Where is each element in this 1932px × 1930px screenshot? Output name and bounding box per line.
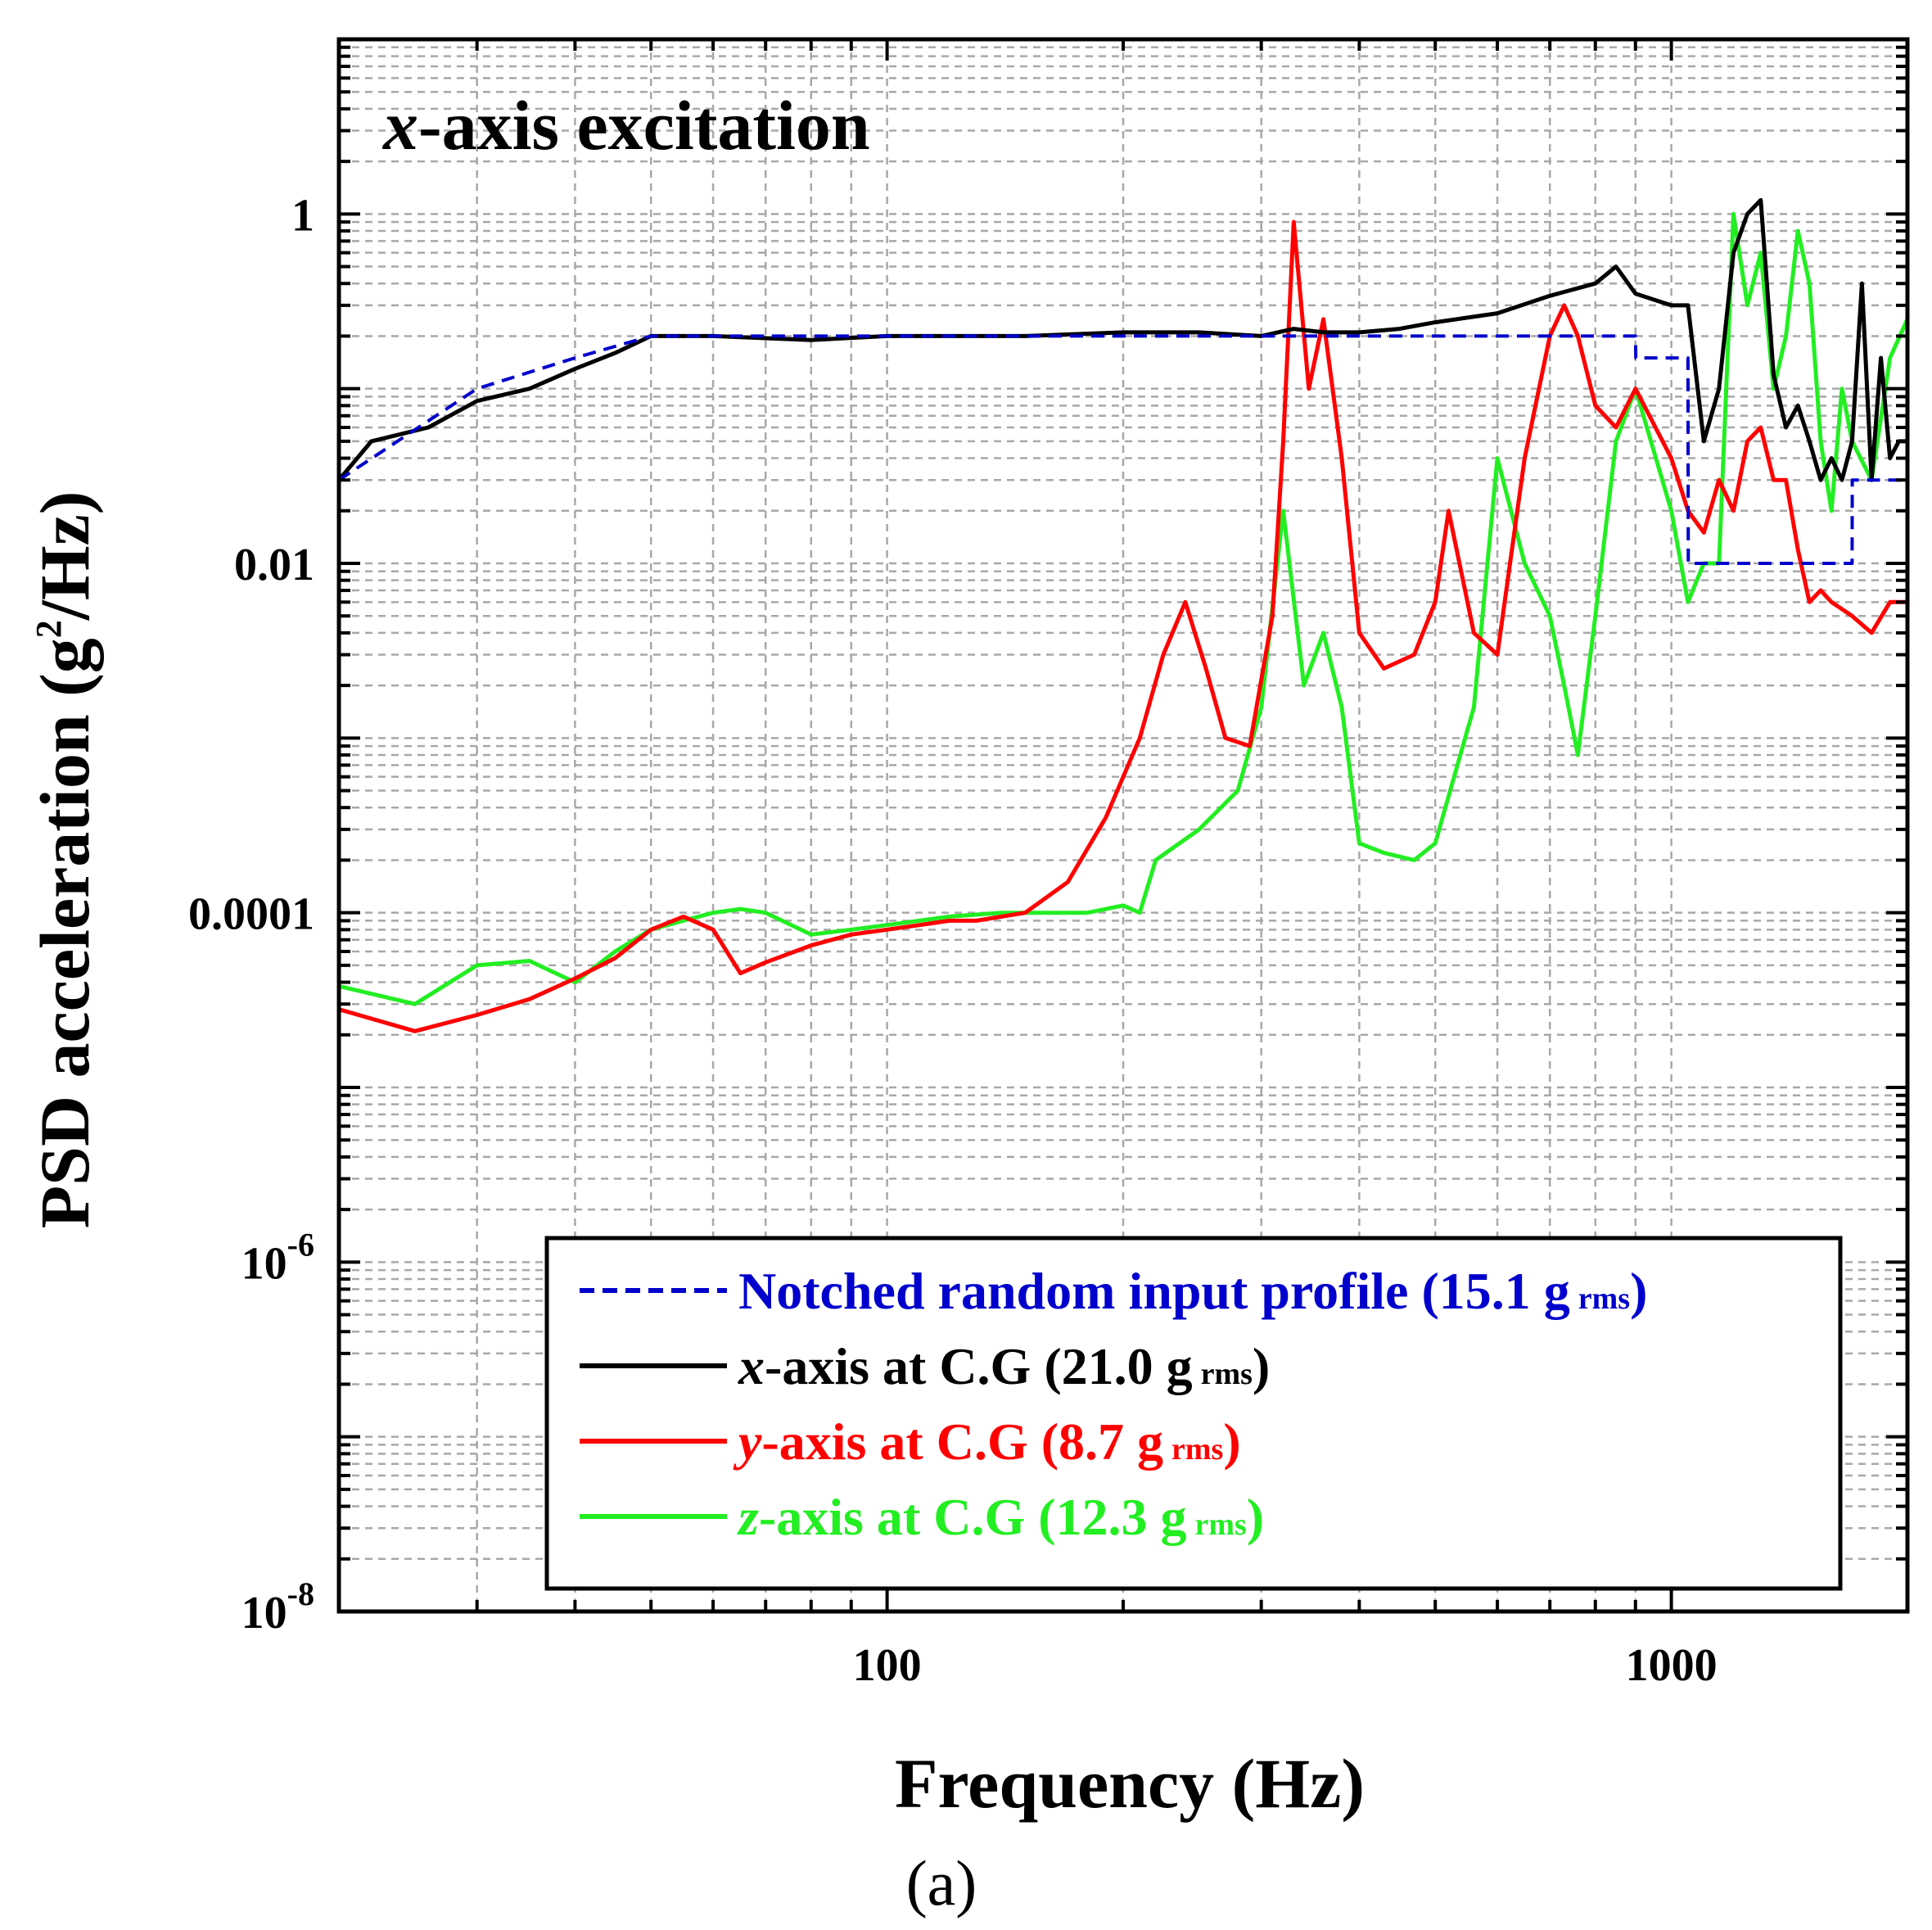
legend-label-italic: x [738, 1337, 765, 1395]
legend-label-suffix: ) [1247, 1488, 1264, 1546]
series-line-input [337, 334, 1907, 565]
legend-label-sub: rms [1195, 1507, 1247, 1542]
y-tick-exponent: -8 [287, 1575, 314, 1612]
legend-box [544, 1236, 1843, 1591]
excitation-annotation: x-axis excitation [381, 86, 870, 165]
y-tick-label: 10-6 [242, 1226, 314, 1289]
y-axis-label-before: PSD acceleration (g [25, 638, 104, 1228]
y-tick-label: 0.01 [234, 540, 314, 590]
x-tick-label: 1000 [1626, 1640, 1718, 1691]
legend-label-text: -axis at C.G (12.3 g [759, 1488, 1187, 1546]
x-axis-label: Frequency (Hz) [895, 1744, 1365, 1823]
series-layer [337, 197, 1910, 1033]
y-tick-label: 10-8 [242, 1575, 314, 1638]
legend-label-sub: rms [1171, 1432, 1223, 1467]
legend-label-italic: z [737, 1488, 759, 1546]
x-tick-label: 100 [853, 1640, 922, 1691]
legend-label-input: Notched random input profile (15.1 g rms) [738, 1262, 1647, 1320]
legend-label-x: x-axis at C.G (21.0 g rms) [738, 1337, 1270, 1395]
y-tick-exponent: -6 [287, 1226, 314, 1263]
legend-label-z: z-axis at C.G (12.3 g rms) [737, 1488, 1264, 1546]
y-axis-label: PSD acceleration (g2/Hz) [25, 491, 104, 1229]
legend-label-text: Notched random input profile (15.1 g [738, 1262, 1570, 1320]
legend-label-sub: rms [1201, 1357, 1253, 1391]
series-line-y [338, 219, 1907, 1033]
legend-label-suffix: ) [1223, 1412, 1240, 1471]
legend-label-sub: rms [1578, 1281, 1630, 1316]
legend-label-text: -axis at C.G (21.0 g [765, 1337, 1193, 1395]
y-axis-label-sup: 2 [29, 620, 69, 638]
y-tick-label: 0.0001 [188, 889, 314, 940]
series-line-x [337, 197, 1907, 482]
legend-label-suffix: ) [1630, 1262, 1647, 1320]
y-axis-label-after: /Hz) [25, 491, 104, 621]
y-tick-base: 10 [242, 1238, 287, 1289]
legend-label-y: y-axis at C.G (8.7 g rms) [733, 1412, 1241, 1471]
legend-entries: Notched random input profile (15.1 g rms)… [580, 1262, 1647, 1546]
legend-label-suffix: ) [1253, 1337, 1270, 1395]
annotation-italic: x [381, 86, 418, 165]
y-tick-label: 1 [291, 190, 314, 241]
legend-label-text: -axis at C.G (8.7 g [761, 1412, 1163, 1471]
panel-label: (a) [906, 1847, 977, 1919]
annotation-rest: -axis excitation [418, 86, 870, 165]
y-tick-base: 10 [242, 1588, 287, 1638]
legend: Notched random input profile (15.1 g rms)… [544, 1236, 1843, 1591]
